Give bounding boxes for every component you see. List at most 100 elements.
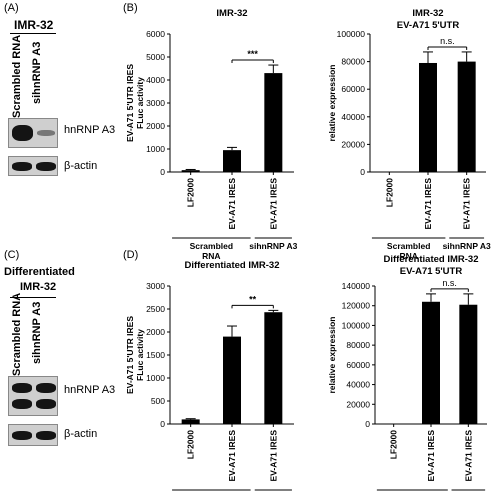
B-left-xtick-label: EV-A71 IRES xyxy=(227,178,237,230)
B-left-sig-label: *** xyxy=(247,49,258,59)
panel-a-band-scrambled xyxy=(12,125,33,141)
B-left-xtick-label: LF2000 xyxy=(186,178,196,208)
D-left-bar xyxy=(181,419,200,424)
panel-c-blot-actin xyxy=(8,424,58,446)
D-right-ytick-label: 40000 xyxy=(346,380,370,390)
D-right-sig-label: n.s. xyxy=(442,278,457,288)
B-left-xtick-label: EV-A71 IRES xyxy=(268,178,278,230)
D-left-xtick-label: EV-A71 IRES xyxy=(268,430,278,482)
D-right-ytick-label: 80000 xyxy=(346,340,370,350)
D-right-bar xyxy=(459,304,478,424)
B-left-ytick-label: 3000 xyxy=(146,98,165,108)
panel-a-cell-line: IMR-32 xyxy=(14,18,54,32)
panel-a-band-sihnrnp xyxy=(37,130,55,136)
panel-c-band-2b xyxy=(36,399,56,409)
D-right-xtick-label: EV-A71 IRES xyxy=(426,430,436,482)
D-right-ylabel: relative expression xyxy=(327,316,337,393)
D-right-bar xyxy=(422,301,440,424)
D-left-ylabel: FLuc activity xyxy=(135,329,145,381)
D-left-ylabel: EV-A71 5'UTR IRES xyxy=(125,316,135,394)
B-right-ylabel: relative expression xyxy=(327,64,337,141)
B-right-title: EV-A71 5'UTR xyxy=(397,20,460,31)
B-left-ylabel: FLuc activity xyxy=(135,77,145,129)
B-left-ytick-label: 6000 xyxy=(146,29,165,39)
panel-c-blot-hnrnp xyxy=(8,376,58,416)
panel-a-row-hnrnp: hnRNP A3 xyxy=(64,124,116,136)
D-left-title: Differentiated IMR-32 xyxy=(184,260,279,271)
D-right-xtick-label: LF2000 xyxy=(389,430,399,460)
B-right-group-label: RNA xyxy=(399,251,417,261)
panel-c-band-2a xyxy=(36,383,56,393)
D-left-sig-label: ** xyxy=(249,294,257,304)
B-right-xtick-label: EV-A71 IRES xyxy=(423,178,433,230)
B-right-sig-label: n.s. xyxy=(440,36,455,46)
B-right-group-label: sihnRNP A3 xyxy=(443,241,491,251)
B-left-group-label: sihnRNP A3 xyxy=(249,241,297,251)
B-right-xtick-label: LF2000 xyxy=(384,178,394,208)
panel-c-band-1b xyxy=(12,399,32,409)
D-left-xtick-label: LF2000 xyxy=(186,430,196,460)
D-right-title: EV-A71 5'UTR xyxy=(400,266,463,277)
D-right-ytick-label: 100000 xyxy=(342,320,371,330)
panel-b-label: (B) xyxy=(123,2,138,14)
D-left-xtick-label: EV-A71 IRES xyxy=(227,430,237,482)
B-left-ytick-label: 5000 xyxy=(146,52,165,62)
B-left-ytick-label: 4000 xyxy=(146,75,165,85)
B-right-ytick-label: 80000 xyxy=(341,57,365,67)
D-right-ytick-label: 140000 xyxy=(342,281,371,291)
B-left-ylabel: EV-A71 5'UTR IRES xyxy=(125,64,135,142)
D-left-ytick-label: 500 xyxy=(151,396,165,406)
panel-c-row-hnrnp: hnRNP A3 xyxy=(64,384,116,396)
B-right-group-label: Scrambled xyxy=(387,241,430,251)
B-left-group-label: Scrambled xyxy=(190,241,233,251)
B-left-ytick-label: 0 xyxy=(160,167,165,177)
D-right-ytick-label: 0 xyxy=(365,419,370,429)
D-right-ytick-label: 120000 xyxy=(342,301,371,311)
panel-a-divider xyxy=(10,33,56,34)
panel-c-row-actin: β-actin xyxy=(64,428,98,440)
B-right-bar xyxy=(419,62,437,173)
panel-c-label: (C) xyxy=(4,249,20,261)
B-right-title: IMR-32 xyxy=(412,8,443,19)
B-right-ytick-label: 100000 xyxy=(337,29,366,39)
D-right-ytick-label: 20000 xyxy=(346,399,370,409)
D-left-ytick-label: 3000 xyxy=(146,281,165,291)
B-left-ytick-label: 1000 xyxy=(146,144,165,154)
B-left-bar xyxy=(181,170,200,172)
panel-a-actin-band-1 xyxy=(12,162,32,171)
panel-a-label: (A) xyxy=(4,2,19,14)
B-left-bar xyxy=(223,150,241,172)
B-right-ytick-label: 40000 xyxy=(341,112,365,122)
D-left-bar xyxy=(223,336,241,424)
panel-c-actin-band-2 xyxy=(36,431,56,440)
B-right-xtick-label: EV-A71 IRES xyxy=(462,178,472,230)
D-left-ytick-label: 0 xyxy=(160,419,165,429)
D-left-ytick-label: 1500 xyxy=(146,350,165,360)
panel-c-divider xyxy=(10,297,56,298)
D-left-bar xyxy=(264,312,283,424)
panel-a-row-actin: β-actin xyxy=(64,160,98,172)
B-right-bar xyxy=(457,61,476,172)
B-left-ytick-label: 2000 xyxy=(146,121,165,131)
panel-c-band-1a xyxy=(12,383,32,393)
panel-c-cell-line-1: Differentiated xyxy=(4,266,75,278)
panel-c-actin-band-1 xyxy=(12,431,32,440)
B-right-ytick-label: 0 xyxy=(360,167,365,177)
panel-c-cell-line-2: IMR-32 xyxy=(20,281,57,293)
D-left-ytick-label: 2000 xyxy=(146,327,165,337)
D-left-ytick-label: 1000 xyxy=(146,373,165,383)
B-left-bar xyxy=(264,73,283,172)
B-right-ytick-label: 60000 xyxy=(341,84,365,94)
panel-a-actin-band-2 xyxy=(36,162,56,171)
panel-a-blot-hnrnp xyxy=(8,118,58,148)
B-left-title: IMR-32 xyxy=(216,8,247,19)
panel-d-label: (D) xyxy=(123,249,139,261)
D-left-ytick-label: 2500 xyxy=(146,304,165,314)
panel-a-blot-actin xyxy=(8,156,58,176)
B-left-group-label: RNA xyxy=(202,251,220,261)
D-right-ytick-label: 60000 xyxy=(346,360,370,370)
B-right-ytick-label: 20000 xyxy=(341,139,365,149)
D-right-title: Differentiated IMR-32 xyxy=(383,254,478,265)
D-right-xtick-label: EV-A71 IRES xyxy=(463,430,473,482)
